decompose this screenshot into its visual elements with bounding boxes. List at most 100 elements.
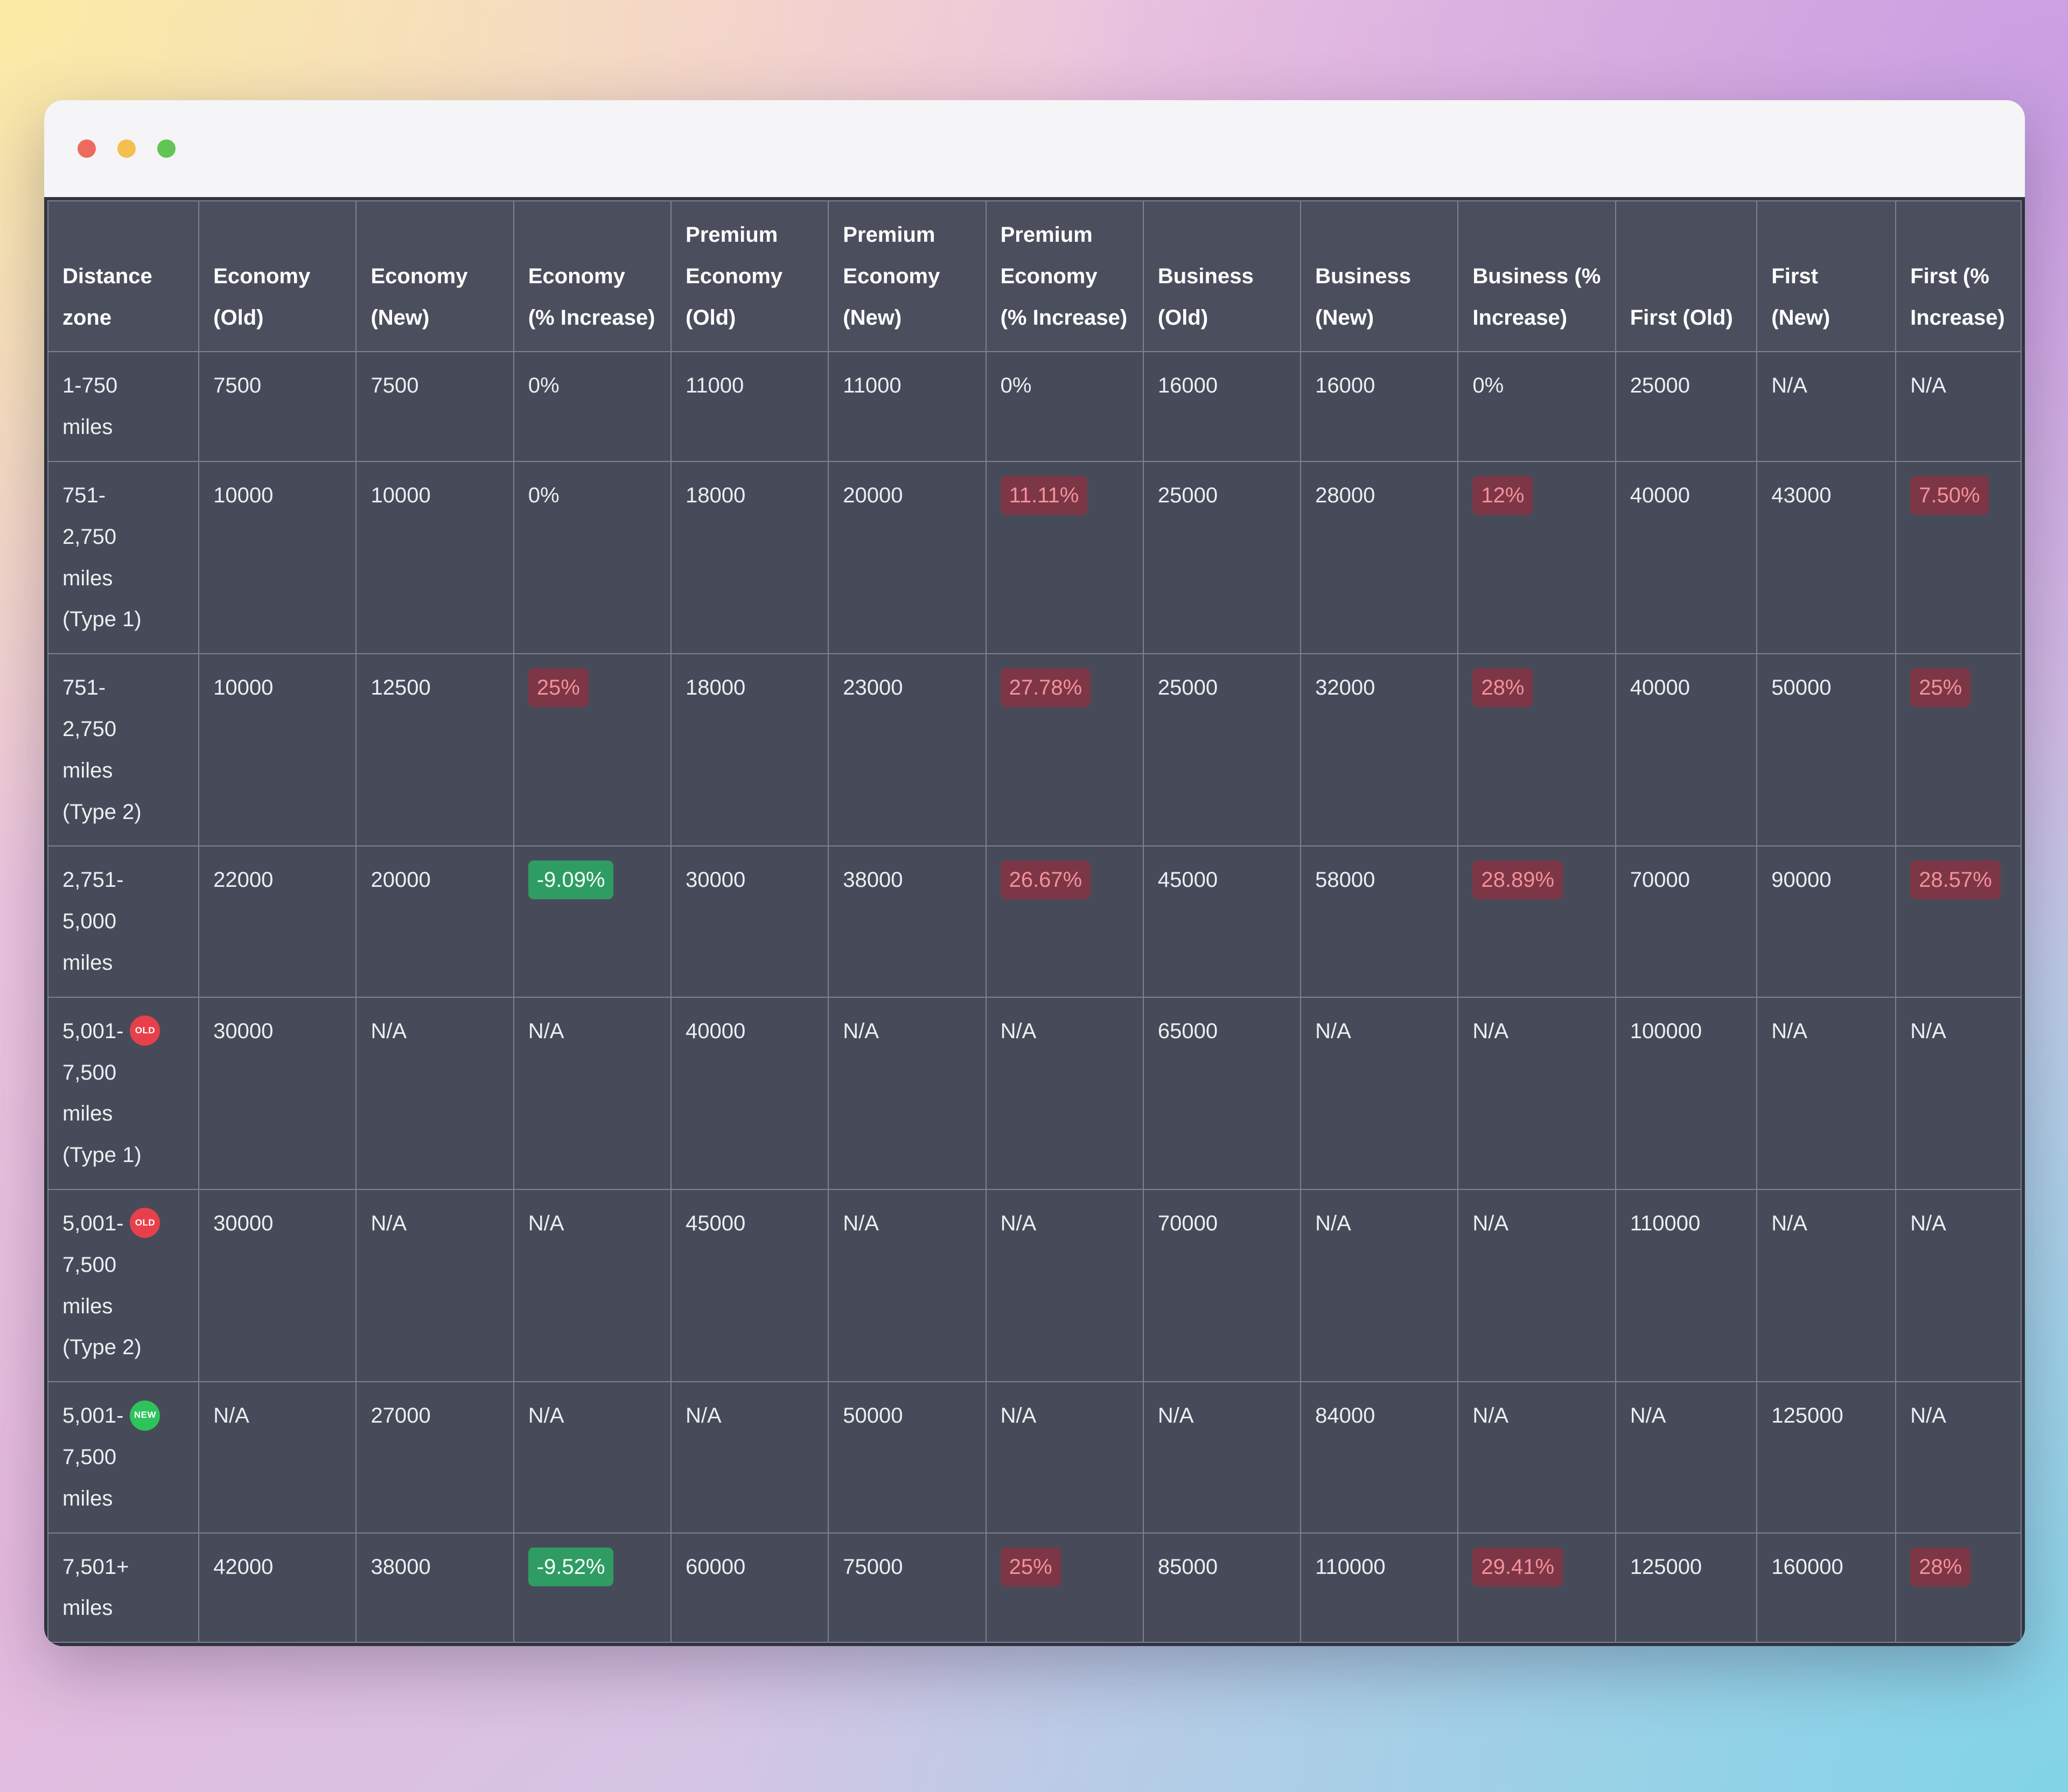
pct-change-chip: 25% [1910,668,1971,708]
zone-text: miles [62,1486,113,1510]
zone-text: 5,000 [62,909,117,934]
fare-value: N/A [843,1211,879,1235]
fare-cell: 38000 [355,1532,514,1643]
fare-cell: 25% [513,653,672,847]
fare-value: N/A [1000,1019,1037,1043]
fare-value: 11000 [843,374,902,398]
fare-value: 125000 [1771,1404,1843,1428]
fare-value: 40000 [1630,483,1690,507]
zone-cell: 1-750 miles [47,351,200,462]
fare-cell: N/A [513,1381,672,1534]
zone-text: (Type 2) [62,800,142,824]
zone-text: 7,500 [62,1252,117,1277]
fare-cell: 70000 [1142,1188,1302,1383]
pct-change-chip: -9.52% [528,1547,614,1586]
fare-cell: 22000 [198,845,357,998]
fare-cell: N/A [355,996,514,1190]
fare-cell: 60000 [670,1532,829,1643]
fare-cell: 70000 [1615,845,1758,998]
pct-change-chip: -9.09% [528,860,614,900]
fare-value: 0% [528,374,560,398]
fare-cell: N/A [355,1188,514,1383]
fare-value: 60000 [686,1555,746,1579]
fare-cell: 11.11% [985,460,1144,655]
fare-cell: 125000 [1756,1381,1897,1534]
fare-cell: 110000 [1300,1532,1459,1643]
fare-cell: 28.89% [1457,845,1616,998]
fare-cell: N/A [1895,351,2022,462]
fare-value: 110000 [1630,1211,1701,1235]
new-badge: NEW [130,1400,160,1431]
pct-change-chip: 25% [1000,1547,1061,1586]
zone-cell: 751- 2,750 miles (Type 1) [47,460,200,655]
zone-text: miles [62,950,113,975]
fare-cell: N/A [513,996,672,1190]
window-titlebar [44,100,2025,197]
fare-value: N/A [1000,1404,1037,1428]
fare-value: 23000 [843,676,903,700]
fare-value: N/A [1910,374,1946,398]
fare-cell: 125000 [1615,1532,1758,1643]
fare-cell: 84000 [1300,1381,1459,1534]
fare-value: 0% [1000,374,1032,398]
fare-value: 0% [1472,374,1504,398]
fare-value: 160000 [1771,1555,1843,1579]
pct-change-chip: 28% [1472,668,1533,708]
fare-value: 25000 [1157,483,1218,507]
fare-cell: 110000 [1615,1188,1758,1383]
zone-cell: 5,001- NEW 7,500 miles [47,1381,200,1534]
column-header: Premium Economy (% Increase) [985,200,1144,353]
fare-value: 50000 [843,1404,903,1428]
fare-value: 18000 [686,483,746,507]
close-button[interactable] [78,139,96,158]
fare-cell: 7500 [198,351,357,462]
fare-cell: 40000 [1615,460,1758,655]
fare-value: 0% [528,483,560,507]
column-header: Economy (Old) [198,200,357,353]
fare-cell: 30000 [670,845,829,998]
fare-cell: N/A [1457,1381,1616,1534]
zone-text: (Type 1) [62,1143,142,1167]
fare-cell: N/A [1756,996,1897,1190]
zoom-button[interactable] [157,139,176,158]
fare-cell: N/A [1895,1381,2022,1534]
fare-value: 65000 [1157,1019,1218,1043]
minimize-button[interactable] [117,139,136,158]
fare-value: N/A [213,1404,249,1428]
fare-cell: 25000 [1615,351,1758,462]
fare-table-body: 1-750 miles 7500 7500 0% 11000 11000 0% 16000 160… [47,351,2022,1643]
pct-change-chip: 29.41% [1472,1547,1563,1586]
zone-text: (Type 1) [62,607,142,632]
table-row: 2,751- 5,000 miles 22000 20000 -9.09% 30000 380… [47,845,2022,998]
fare-value: 7500 [213,374,262,398]
fare-cell: N/A [828,996,987,1190]
fare-cell: 0% [1457,351,1616,462]
column-header: Distance zone [47,200,200,353]
fare-cell: 38000 [828,845,987,998]
zone-text: 7,501+ [62,1555,129,1579]
table-row: 5,001- OLD 7,500 miles (Type 1) 30000 N/A N/A 40… [47,996,2022,1190]
fare-value: N/A [1472,1211,1509,1235]
fare-value: 10000 [371,483,431,507]
fare-cell: 65000 [1142,996,1302,1190]
fare-table: Distance zone Economy (Old) Economy (New) E… [47,200,2022,1643]
fare-cell: 16000 [1300,351,1459,462]
zone-text: miles [62,1102,113,1126]
zone-text: miles [62,1294,113,1318]
fare-cell: 25000 [1142,653,1302,847]
zone-cell: 5,001- OLD 7,500 miles (Type 2) [47,1188,200,1383]
fare-value: 85000 [1157,1555,1218,1579]
fare-value: N/A [528,1404,564,1428]
fare-value: 7500 [371,374,419,398]
zone-text: 5,001- [62,1404,124,1428]
fare-cell: 43000 [1756,460,1897,655]
fare-value: N/A [528,1211,564,1235]
fare-cell: 75000 [828,1532,987,1643]
fare-value: N/A [1315,1211,1351,1235]
fare-cell: 90000 [1756,845,1897,998]
column-header: Business (Old) [1142,200,1302,353]
fare-value: N/A [1472,1404,1509,1428]
zone-text: 5,001- [62,1211,124,1235]
fare-cell: 32000 [1300,653,1459,847]
fare-cell: 27.78% [985,653,1144,847]
